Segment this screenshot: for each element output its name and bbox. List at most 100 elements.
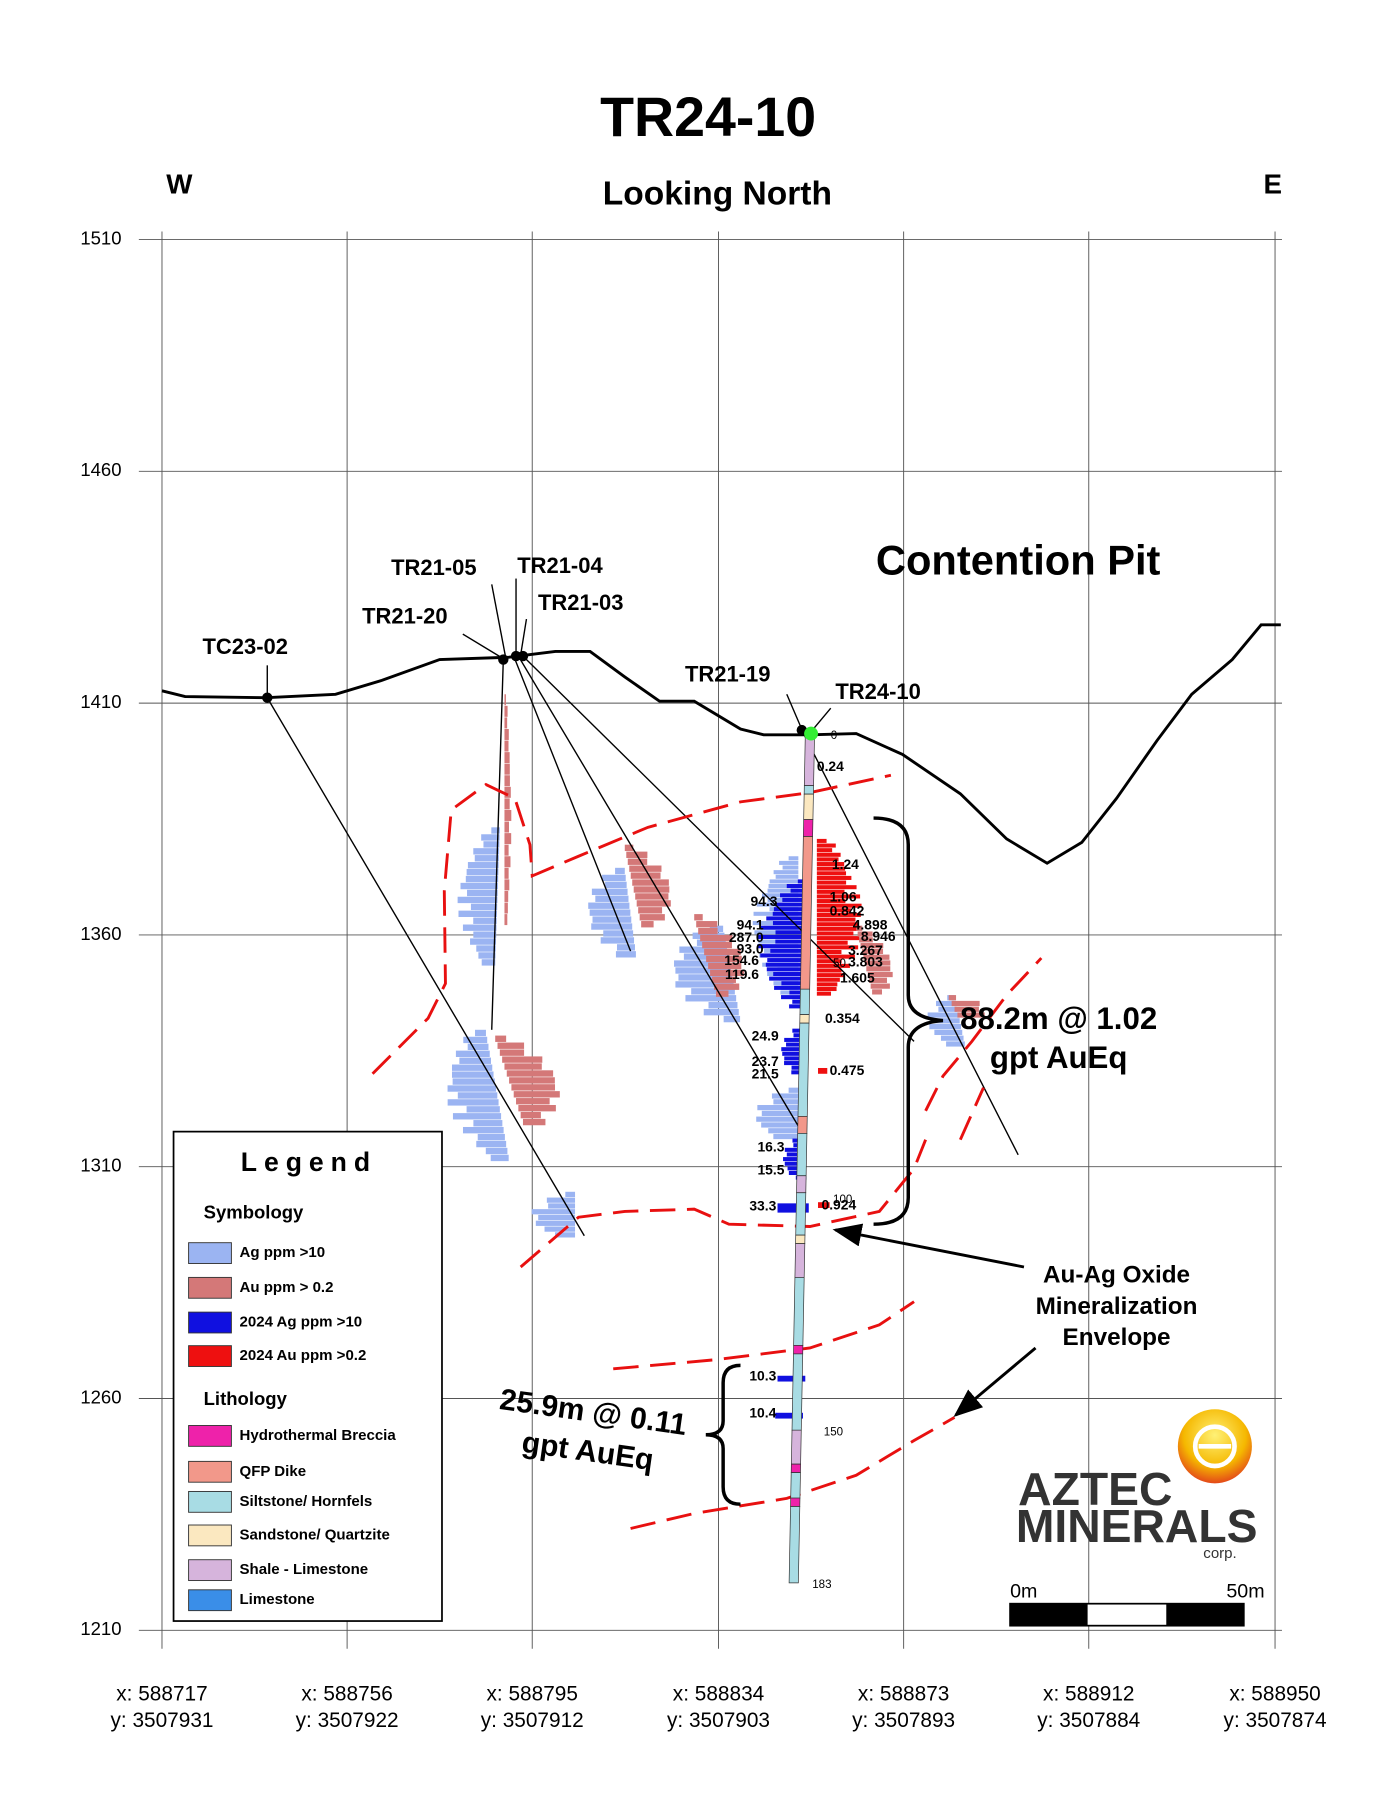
legend-swatch (188, 1460, 232, 1483)
au-value: 0.924 (821, 1196, 856, 1212)
assay-bar (861, 948, 884, 955)
assay-bar (769, 976, 809, 981)
assay-bar (784, 1161, 807, 1166)
assay-bar (544, 1226, 576, 1232)
ag-value: 154.6 (724, 952, 759, 968)
lithology-segment (790, 1472, 801, 1499)
assay-bar (703, 1008, 739, 1016)
assay-bar (816, 843, 836, 848)
legend-label: Limestone (240, 1591, 315, 1608)
assay-bar (782, 1051, 808, 1056)
assay-bar (936, 1000, 956, 1007)
assay-bar (767, 888, 799, 893)
assay-bar (516, 1098, 550, 1105)
assay-bar (504, 786, 511, 798)
lithology-segment (791, 1353, 804, 1431)
assay-bar (476, 945, 496, 952)
assay-bar (766, 967, 809, 972)
assay-bar (504, 833, 512, 845)
assay-bar (816, 963, 850, 968)
assay-bar (772, 921, 809, 926)
assay-bar (589, 909, 631, 916)
assay-bar (702, 941, 732, 949)
assay-bar (504, 752, 510, 764)
collar (517, 650, 529, 662)
legend-title: Legend (241, 1147, 377, 1177)
assay-bar (789, 990, 809, 995)
assay-bar (816, 991, 832, 996)
assay-bar (451, 1071, 494, 1078)
assay-bar (934, 1029, 963, 1036)
subtitle: Looking North (603, 175, 832, 212)
assay-bar (784, 1147, 807, 1152)
au-value: 0.24 (817, 758, 844, 774)
assay-bar (641, 921, 654, 928)
northing-label: y: 3507874 (1224, 1709, 1327, 1732)
assay-bar (504, 844, 509, 856)
assay-bar (506, 1070, 554, 1077)
assay-bar (465, 875, 499, 883)
au-value: 3.803 (848, 953, 883, 969)
assay-bar (866, 966, 891, 972)
assay-bar (467, 1043, 489, 1051)
assay-bar (520, 1111, 541, 1119)
assay-bar (816, 885, 857, 890)
assay-bar (816, 848, 833, 853)
assay-bar (504, 694, 506, 706)
assay-bar (816, 986, 837, 992)
au-value: 3.267 (848, 942, 883, 958)
assay-bar (675, 981, 734, 988)
assay-bar (511, 1084, 556, 1091)
assay-bar (504, 890, 509, 902)
intercept: gpt AuEq (990, 1040, 1128, 1075)
assay-bar (504, 902, 508, 914)
assay-bar (535, 1220, 576, 1226)
elevation-label: 1260 (80, 1386, 121, 1407)
easting-label: x: 588795 (487, 1683, 578, 1706)
elevation-label: 1410 (80, 691, 121, 712)
assay-bar (600, 937, 635, 944)
lithology-segment (800, 836, 813, 990)
arrow (832, 1223, 1025, 1269)
assay-bar (476, 1140, 507, 1148)
depth-mark: 150 (824, 1427, 843, 1439)
assay-bar (816, 838, 827, 843)
assay-bar (470, 903, 498, 911)
easting-label: x: 588834 (673, 1683, 764, 1706)
assay-bar (760, 925, 809, 930)
au-value: 8.946 (861, 928, 896, 944)
assay-bar (818, 1067, 828, 1074)
assay-bar (940, 1035, 964, 1041)
easting-label: x: 588756 (301, 1683, 392, 1706)
assay-bar (761, 1122, 799, 1128)
assay-bar (462, 924, 497, 931)
assay-bar (638, 907, 663, 914)
assay-bar (857, 931, 873, 937)
assay-bar (706, 955, 742, 963)
assay-bar (474, 855, 499, 862)
assay-bar (451, 1064, 493, 1071)
assay-bar (457, 1092, 498, 1099)
envelope (371, 773, 1043, 1530)
assay-bar (816, 949, 842, 955)
legend-label: Shale - Limestone (240, 1561, 369, 1578)
assay-bar (504, 717, 508, 729)
assay-bar (783, 1157, 807, 1162)
legend-swatch (188, 1589, 232, 1612)
scale-bar (1010, 1603, 1088, 1626)
assay-bar (704, 948, 741, 956)
lithology-segment (796, 1175, 807, 1194)
au-value: 0.475 (830, 1062, 865, 1078)
assay-bar (615, 951, 636, 958)
legend-swatch (188, 1490, 232, 1513)
assay-bar (775, 930, 809, 935)
legend-label: Ag ppm >10 (240, 1244, 326, 1261)
assay-bar (863, 954, 890, 960)
assay-bar (615, 867, 625, 875)
assay-bar (816, 899, 846, 904)
assay-bar (504, 821, 510, 833)
assay-bar (790, 888, 809, 893)
assay-bar (774, 985, 809, 990)
assay-bar (627, 858, 648, 865)
assay-bar (499, 1049, 525, 1056)
